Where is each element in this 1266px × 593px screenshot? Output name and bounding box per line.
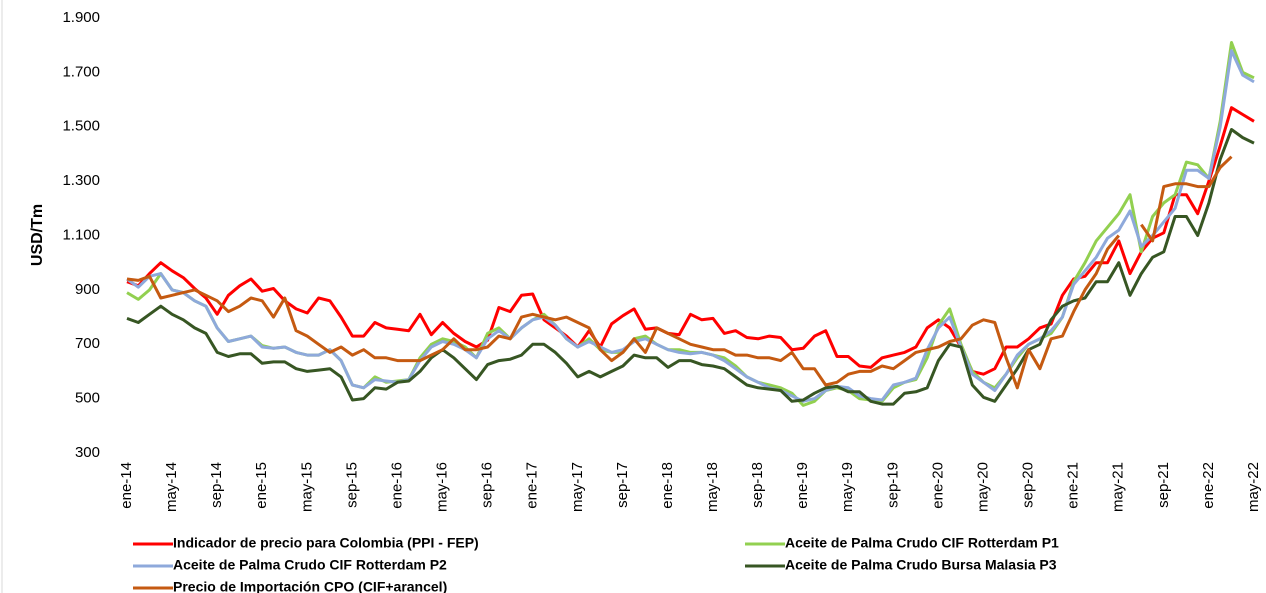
x-tick-label: sep-20 xyxy=(1020,462,1037,508)
y-tick-label: 700 xyxy=(75,335,100,352)
x-tick-label: sep-15 xyxy=(343,462,360,508)
series-line xyxy=(126,155,1233,390)
y-tick-label: 1.100 xyxy=(62,226,100,243)
x-tick-label: may-15 xyxy=(298,462,315,512)
x-tick-label: may-19 xyxy=(839,462,856,512)
y-tick-label: 300 xyxy=(75,444,100,461)
x-tick-label: may-17 xyxy=(569,462,586,512)
y-tick-label: 1.900 xyxy=(62,9,100,26)
x-tick-label: may-16 xyxy=(434,462,451,512)
x-tick-label: ene-22 xyxy=(1200,462,1217,509)
legend-label: Aceite de Palma Crudo CIF Rotterdam P2 xyxy=(173,557,447,573)
x-tick-label: may-14 xyxy=(163,462,180,512)
y-tick-label: 1.300 xyxy=(62,172,100,189)
x-tick-label: sep-19 xyxy=(884,462,901,508)
x-tick-label: ene-20 xyxy=(929,462,946,509)
x-tick-label: ene-15 xyxy=(253,462,270,509)
series-line xyxy=(126,106,1255,376)
legend-label: Aceite de Palma Crudo CIF Rotterdam P1 xyxy=(785,535,1059,551)
series-line xyxy=(126,128,1255,406)
x-tick-label: sep-18 xyxy=(749,462,766,508)
y-tick-label: 500 xyxy=(75,390,100,407)
legend-label: Aceite de Palma Crudo Bursa Malasia P3 xyxy=(785,557,1057,573)
x-tick-label: may-21 xyxy=(1110,462,1127,512)
y-axis-label: USD/Tm xyxy=(29,204,46,266)
x-tick-label: sep-21 xyxy=(1155,462,1172,508)
y-tick-label: 900 xyxy=(75,281,100,298)
y-tick-label: 1.700 xyxy=(62,63,100,80)
series-line xyxy=(126,49,1255,403)
legend-label: Precio de Importación CPO (CIF+arancel) xyxy=(173,579,447,593)
legend-label: Indicador de precio para Colombia (PPI -… xyxy=(173,535,479,551)
x-tick-label: ene-17 xyxy=(524,462,541,509)
y-tick-label: 1.500 xyxy=(62,118,100,135)
x-tick-label: ene-14 xyxy=(118,462,135,509)
x-tick-label: ene-18 xyxy=(659,462,676,509)
x-tick-label: ene-19 xyxy=(794,462,811,509)
x-tick-label: may-20 xyxy=(974,462,991,512)
x-tick-label: ene-21 xyxy=(1065,462,1082,509)
x-tick-label: may-22 xyxy=(1245,462,1262,512)
x-tick-label: sep-17 xyxy=(614,462,631,508)
x-tick-label: sep-14 xyxy=(208,462,225,508)
x-tick-label: may-18 xyxy=(704,462,721,512)
x-tick-label: ene-16 xyxy=(388,462,405,509)
x-tick-label: sep-16 xyxy=(479,462,496,508)
